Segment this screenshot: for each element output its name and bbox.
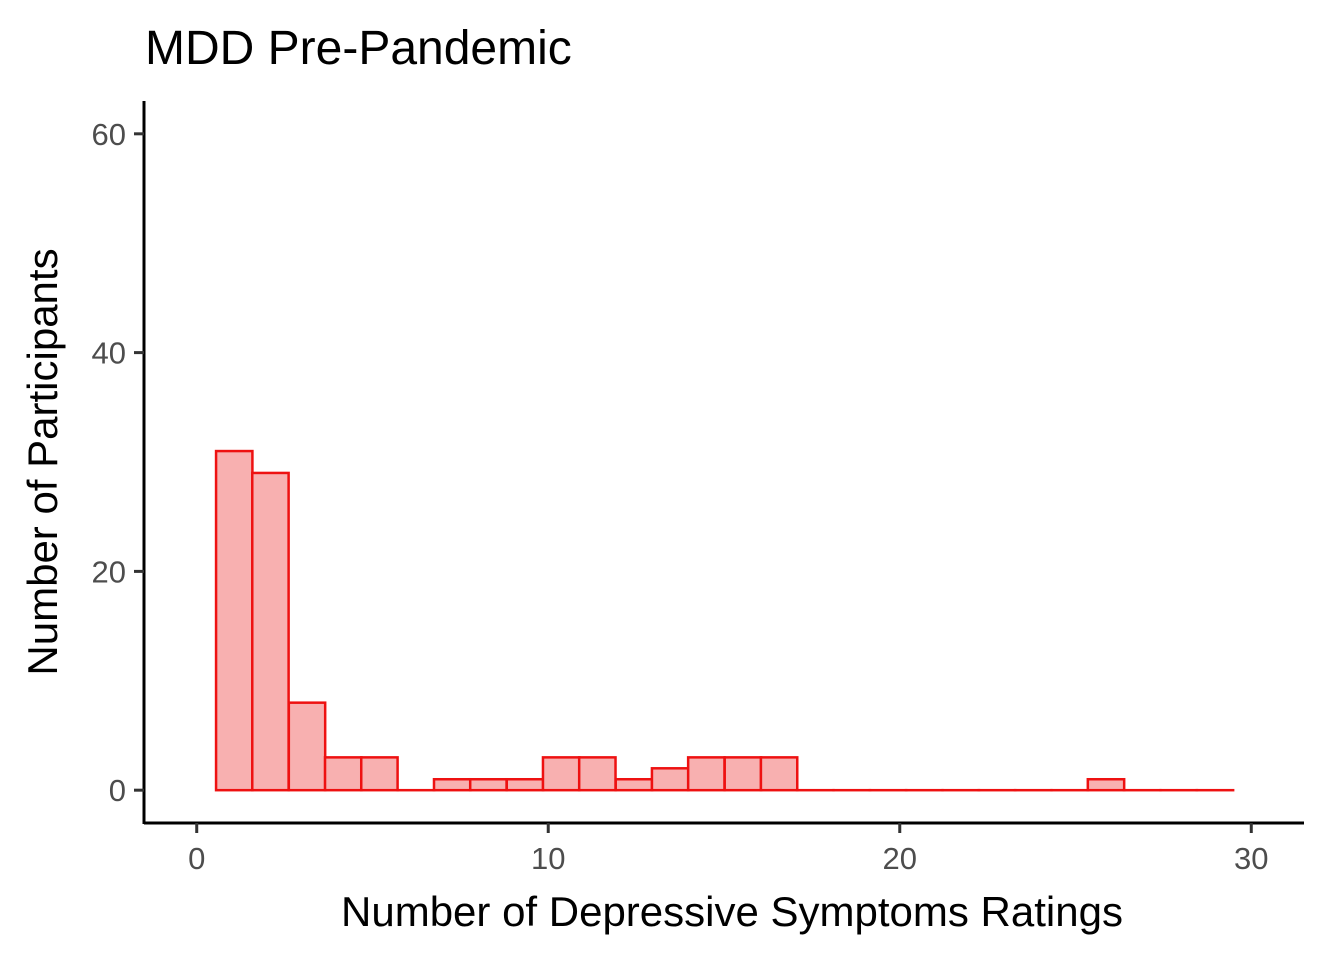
histogram-bar [214, 449, 254, 792]
y-tick-label: 0 [109, 773, 126, 808]
y-axis: 0 20 40 60 [92, 101, 146, 824]
histogram-bar [287, 701, 327, 792]
x-tick-label: 0 [188, 841, 205, 876]
x-axis: 0 10 20 30 [144, 821, 1304, 876]
histogram-bar [759, 756, 799, 792]
y-tick-label: 20 [92, 554, 126, 589]
y-axis-title: Number of Participants [19, 248, 66, 675]
histogram-bar [323, 756, 363, 792]
histogram-bar [541, 756, 581, 792]
y-tick-label: 60 [92, 117, 126, 152]
histogram-bar [432, 777, 472, 792]
histogram-bar [686, 756, 726, 792]
y-tick-label: 40 [92, 336, 126, 371]
histogram-bar [251, 471, 290, 792]
histogram-bar [1086, 777, 1126, 792]
chart-title: MDD Pre-Pandemic [145, 22, 572, 75]
bars-group [214, 449, 1235, 792]
histogram-bar [577, 756, 617, 792]
histogram-bar [614, 777, 654, 792]
x-tick-label: 20 [883, 841, 917, 876]
histogram-bar [650, 767, 690, 792]
histogram-bar [723, 756, 763, 792]
x-axis-title: Number of Depressive Symptoms Ratings [341, 888, 1123, 935]
histogram-bar [505, 777, 545, 792]
histogram-bar [359, 756, 399, 792]
x-tick-label: 10 [531, 841, 565, 876]
x-tick-label: 30 [1234, 841, 1268, 876]
histogram-bar [468, 777, 508, 792]
